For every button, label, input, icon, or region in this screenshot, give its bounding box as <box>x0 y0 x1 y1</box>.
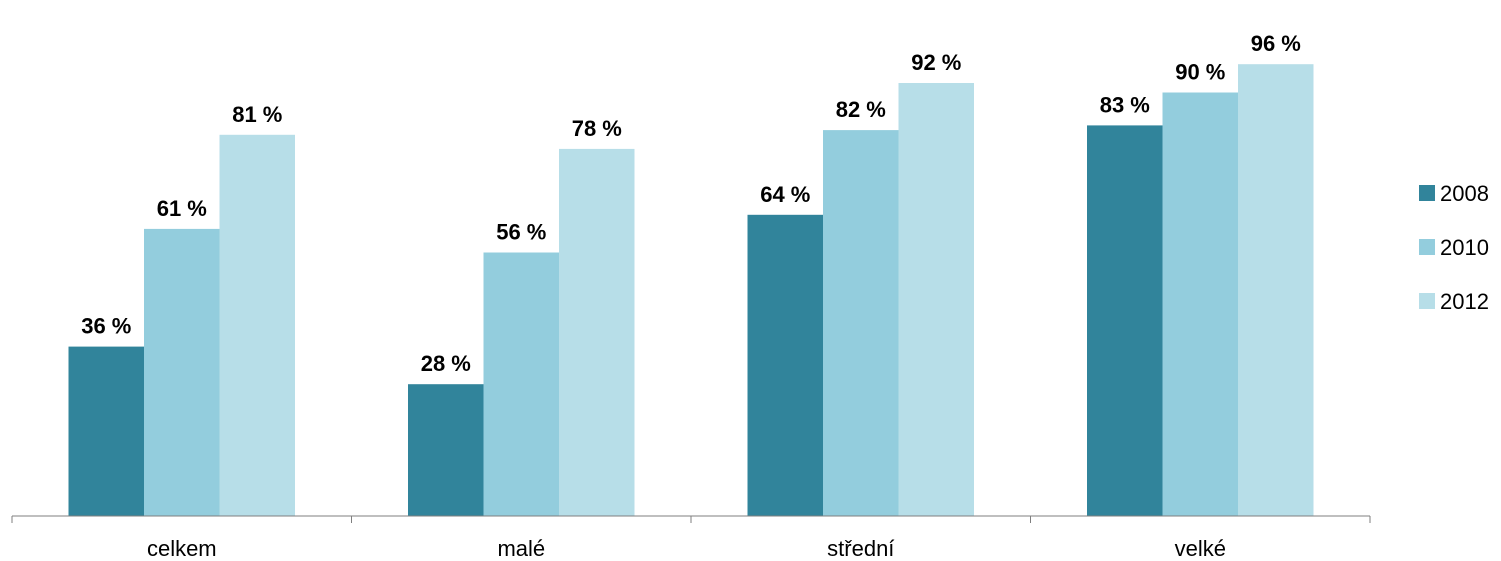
data-label-2008-celkem: 36 % <box>81 314 131 339</box>
bar-2008-střední <box>747 214 823 517</box>
category-label: malé <box>497 536 545 561</box>
bar-2012-celkem <box>219 134 295 517</box>
bar-2008-velké <box>1087 125 1163 517</box>
legend-swatch-2010 <box>1419 239 1435 255</box>
category-label: velké <box>1175 536 1226 561</box>
data-label-2012-velké: 96 % <box>1251 31 1301 56</box>
data-label-2010-malé: 56 % <box>496 220 546 245</box>
legend-swatch-2008 <box>1419 185 1435 201</box>
data-label-2008-malé: 28 % <box>421 351 471 376</box>
legend-swatch-2012 <box>1419 293 1435 309</box>
legend-label-2012: 2012 <box>1440 289 1489 314</box>
legend-label-2010: 2010 <box>1440 235 1489 260</box>
category-label: střední <box>827 536 894 561</box>
legend-label-2008: 2008 <box>1440 181 1489 206</box>
data-label-2012-celkem: 81 % <box>232 102 282 127</box>
bars-group <box>68 64 1314 517</box>
x-axis <box>11 515 1371 523</box>
legend: 2008 2010 2012 <box>1419 181 1489 314</box>
data-label-2010-celkem: 61 % <box>157 196 207 221</box>
category-label: celkem <box>147 536 217 561</box>
bar-2008-celkem <box>68 346 144 516</box>
data-labels-group: 36 % 61 % 81 % 28 % 56 % 78 % 64 % 82 % 92 % 83 %… <box>81 31 1301 376</box>
data-label-2008-střední: 64 % <box>760 182 810 207</box>
bar-2012-malé <box>559 148 635 516</box>
bar-2012-střední <box>898 83 974 516</box>
data-label-2010-velké: 90 % <box>1175 60 1225 85</box>
bar-2010-velké <box>1162 92 1238 516</box>
data-label-2010-střední: 82 % <box>836 97 886 122</box>
bar-2008-malé <box>408 384 484 516</box>
bar-2010-celkem <box>144 228 220 516</box>
data-label-2012-malé: 78 % <box>572 116 622 141</box>
data-label-2012-střední: 92 % <box>911 50 961 75</box>
bar-2010-malé <box>483 252 559 516</box>
data-label-2008-velké: 83 % <box>1100 92 1150 117</box>
bar-2010-střední <box>823 130 899 516</box>
category-labels-group: celkem malé střední velké <box>147 536 1226 561</box>
bar-2012-velké <box>1238 64 1314 516</box>
